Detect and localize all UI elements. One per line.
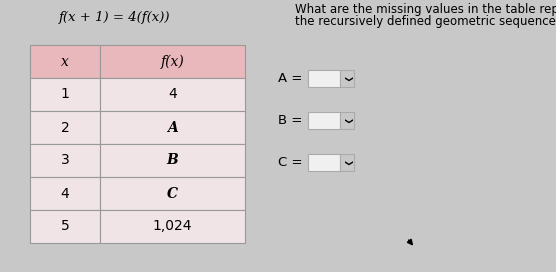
Text: 1: 1 xyxy=(61,88,70,101)
Text: 1,024: 1,024 xyxy=(153,220,192,233)
Bar xyxy=(340,112,354,128)
Text: A =: A = xyxy=(277,72,302,85)
Text: the recursively defined geometric sequence?: the recursively defined geometric sequen… xyxy=(295,16,556,29)
Text: A: A xyxy=(167,120,178,134)
Bar xyxy=(100,177,245,210)
Bar xyxy=(308,112,340,128)
Text: B =: B = xyxy=(277,113,302,126)
Text: C =: C = xyxy=(277,156,302,168)
Text: x: x xyxy=(61,54,69,69)
Bar xyxy=(30,210,100,243)
Bar xyxy=(100,144,245,177)
Bar xyxy=(340,153,354,171)
Text: ❯: ❯ xyxy=(342,160,351,166)
Bar xyxy=(308,70,340,86)
Bar xyxy=(30,111,100,144)
Text: 3: 3 xyxy=(61,153,70,168)
Bar xyxy=(340,70,354,86)
Bar xyxy=(30,144,100,177)
Text: 4: 4 xyxy=(61,187,70,200)
Text: 5: 5 xyxy=(61,220,70,233)
Text: ❯: ❯ xyxy=(342,118,351,124)
Text: f(x + 1) = 4(f(x)): f(x + 1) = 4(f(x)) xyxy=(59,11,171,24)
Bar xyxy=(30,177,100,210)
Bar xyxy=(100,78,245,111)
Bar xyxy=(100,45,245,78)
Text: ❯: ❯ xyxy=(342,76,351,82)
Text: B: B xyxy=(167,153,178,168)
Text: C: C xyxy=(167,187,178,200)
Text: f(x): f(x) xyxy=(161,54,185,69)
Bar xyxy=(30,78,100,111)
Text: 4: 4 xyxy=(168,88,177,101)
Text: What are the missing values in the table representing: What are the missing values in the table… xyxy=(295,4,556,17)
Text: 2: 2 xyxy=(61,120,70,134)
Bar xyxy=(30,45,100,78)
Bar xyxy=(308,153,340,171)
Bar xyxy=(100,210,245,243)
Bar xyxy=(100,111,245,144)
